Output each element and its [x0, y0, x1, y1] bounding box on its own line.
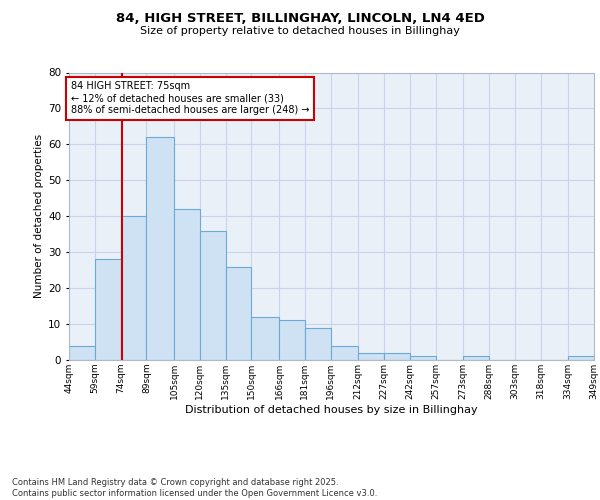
Bar	[226, 266, 251, 360]
Text: Contains HM Land Registry data © Crown copyright and database right 2025.
Contai: Contains HM Land Registry data © Crown c…	[12, 478, 377, 498]
Text: 84, HIGH STREET, BILLINGHAY, LINCOLN, LN4 4ED: 84, HIGH STREET, BILLINGHAY, LINCOLN, LN…	[116, 12, 484, 26]
Text: 84 HIGH STREET: 75sqm
← 12% of detached houses are smaller (33)
88% of semi-deta: 84 HIGH STREET: 75sqm ← 12% of detached …	[71, 82, 309, 114]
Bar	[305, 328, 331, 360]
Text: Size of property relative to detached houses in Billinghay: Size of property relative to detached ho…	[140, 26, 460, 36]
Bar	[279, 320, 305, 360]
X-axis label: Distribution of detached houses by size in Billinghay: Distribution of detached houses by size …	[185, 404, 478, 414]
Bar	[69, 346, 95, 360]
Bar	[463, 356, 489, 360]
Bar	[384, 353, 410, 360]
Y-axis label: Number of detached properties: Number of detached properties	[34, 134, 44, 298]
Bar	[200, 230, 226, 360]
Bar	[121, 216, 146, 360]
Bar	[251, 317, 279, 360]
Bar	[146, 137, 174, 360]
Bar	[358, 353, 384, 360]
Bar	[410, 356, 436, 360]
Bar	[331, 346, 358, 360]
Bar	[95, 260, 121, 360]
Bar	[174, 209, 200, 360]
Bar	[568, 356, 594, 360]
